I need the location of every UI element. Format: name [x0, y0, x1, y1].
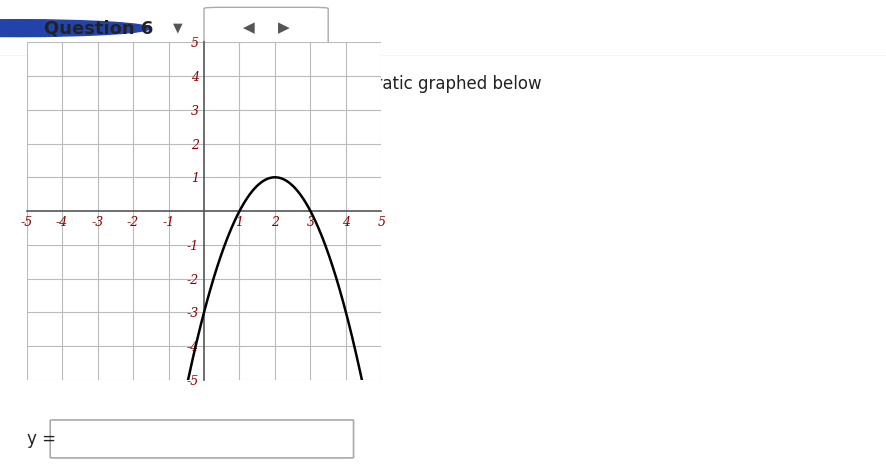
Text: Question 6: Question 6 — [44, 19, 153, 37]
Text: ▼: ▼ — [173, 22, 182, 35]
Text: Write an equation (any form) for the quadratic graphed below: Write an equation (any form) for the qua… — [27, 76, 540, 93]
Text: ◀: ◀ — [242, 21, 254, 36]
Text: ▶: ▶ — [277, 21, 290, 36]
FancyBboxPatch shape — [204, 8, 328, 49]
FancyBboxPatch shape — [51, 420, 354, 458]
Circle shape — [0, 20, 151, 37]
Text: y =: y = — [27, 430, 56, 447]
